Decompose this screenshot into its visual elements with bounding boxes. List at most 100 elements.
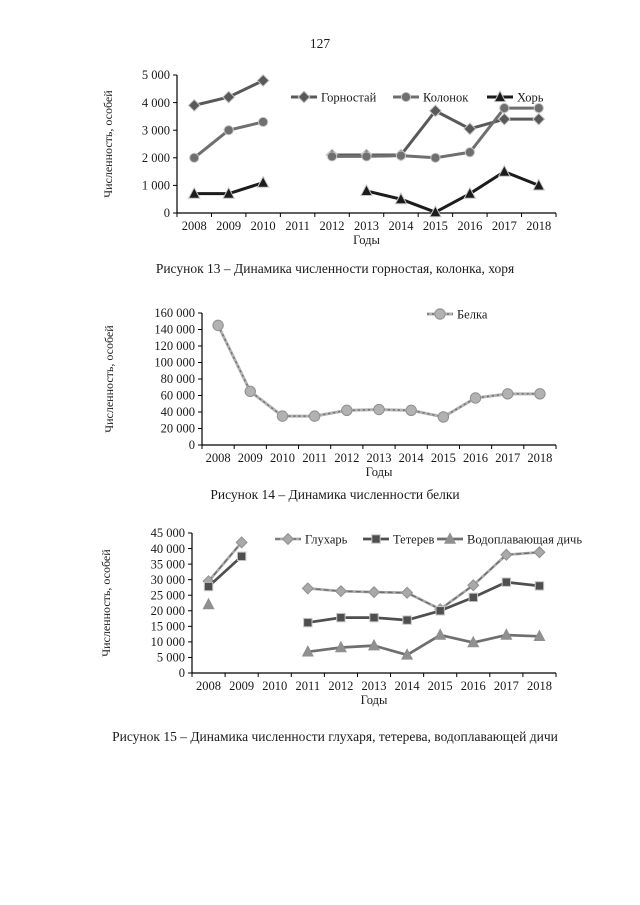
x-tick-label: 2018	[526, 219, 551, 233]
x-tick-label: 2008	[196, 679, 221, 693]
x-tick-label: 2009	[238, 451, 263, 465]
data-point-marker	[212, 319, 224, 332]
data-point-marker	[223, 125, 234, 136]
data-point-marker	[500, 628, 513, 640]
y-tick-label: 140 000	[154, 323, 195, 337]
figure-14-caption: Рисунок 14 – Динамика численности белки	[210, 487, 460, 502]
data-point-marker	[428, 104, 442, 118]
data-point-marker	[222, 90, 236, 104]
legend-label: Водоплавающая дичь	[467, 532, 582, 546]
data-point-marker	[468, 592, 478, 603]
data-point-marker	[301, 582, 314, 595]
data-point-marker	[437, 411, 450, 423]
data-point-marker	[400, 586, 414, 599]
data-point-marker	[400, 91, 412, 103]
x-tick-label: 2014	[388, 219, 414, 233]
y-tick-label: 30 000	[151, 573, 185, 587]
data-point-marker	[430, 152, 441, 163]
figure-15-caption: Рисунок 15 – Динамика численности глухар…	[112, 729, 558, 744]
data-point-marker	[367, 586, 381, 599]
data-point-marker	[434, 628, 447, 640]
data-point-marker	[334, 640, 347, 653]
data-point-marker	[281, 532, 295, 546]
data-point-marker	[336, 612, 346, 623]
data-point-marker	[395, 150, 407, 161]
data-point-marker	[402, 615, 412, 625]
x-tick-label: 2008	[182, 219, 207, 233]
data-point-marker	[497, 164, 511, 177]
data-point-marker	[428, 204, 442, 218]
x-tick-label: 2008	[206, 451, 231, 465]
data-point-marker	[244, 385, 256, 398]
x-tick-label: 2010	[262, 679, 287, 693]
x-tick-label: 2012	[328, 679, 353, 693]
data-point-marker	[502, 388, 514, 400]
y-tick-label: 3 000	[142, 123, 170, 137]
data-point-marker	[297, 90, 311, 104]
x-tick-label: 2017	[494, 679, 519, 693]
data-point-marker	[308, 410, 321, 422]
data-point-marker	[301, 645, 314, 657]
x-axis-title: Годы	[361, 693, 388, 707]
data-point-marker	[334, 585, 348, 598]
series-line-triangle	[307, 633, 540, 657]
page-number: 127	[309, 36, 331, 51]
data-point-marker	[533, 546, 546, 559]
data-point-marker	[361, 151, 372, 162]
data-point-marker	[222, 186, 236, 199]
y-tick-label: 80 000	[161, 372, 195, 386]
y-tick-label: 25 000	[151, 588, 185, 602]
data-point-marker	[534, 581, 545, 591]
x-axis-title: Годы	[353, 233, 380, 247]
x-tick-label: 2013	[367, 451, 392, 465]
y-tick-label: 120 000	[154, 339, 195, 353]
x-tick-label: 2011	[302, 451, 327, 465]
figure-14-line-chart: 0 20 000 40 000 60 000 80 000 100 000 120 000 1…	[102, 306, 557, 479]
data-point-marker	[187, 186, 201, 199]
legend-label: Тетерев	[393, 532, 435, 546]
x-tick-label: 2010	[251, 219, 276, 233]
series-line-circle	[216, 324, 540, 419]
data-point-marker	[469, 392, 482, 404]
y-tick-label: 5 000	[157, 651, 185, 665]
figure-13-line-chart: 0 1 000 2 000 3 000 4 000 5 000 2008 2009 2010 20…	[101, 68, 557, 247]
x-tick-label: 2013	[354, 219, 379, 233]
y-tick-label: 60 000	[161, 389, 195, 403]
data-point-marker	[501, 577, 512, 587]
y-tick-label: 1 000	[142, 179, 170, 193]
data-point-marker	[303, 617, 313, 628]
data-point-marker	[367, 638, 381, 651]
data-point-marker	[394, 192, 408, 205]
y-tick-label: 35 000	[151, 557, 185, 571]
y-tick-label: 20 000	[151, 604, 185, 618]
legend-label: Белка	[457, 307, 488, 321]
x-tick-label: 2010	[270, 451, 295, 465]
y-tick-label: 5 000	[142, 68, 170, 82]
y-tick-label: 15 000	[151, 620, 185, 634]
x-tick-label: 2018	[527, 679, 552, 693]
x-tick-label: 2017	[495, 451, 520, 465]
data-point-marker	[276, 410, 289, 422]
data-point-marker	[256, 74, 270, 88]
x-tick-label: 2009	[229, 679, 254, 693]
y-tick-label: 160 000	[154, 306, 195, 320]
x-tick-label: 2009	[216, 219, 241, 233]
data-point-marker	[236, 551, 247, 562]
x-tick-label: 2018	[527, 451, 552, 465]
data-point-marker	[360, 183, 373, 197]
data-point-marker	[493, 89, 507, 103]
data-point-marker	[401, 648, 414, 660]
x-tick-label: 2016	[461, 679, 486, 693]
data-point-marker	[373, 403, 385, 416]
series-line-diamond-pattern	[208, 541, 243, 582]
data-point-marker	[497, 112, 511, 126]
x-tick-label: 2015	[431, 451, 456, 465]
x-tick-label: 2016	[457, 219, 482, 233]
y-tick-label: 2 000	[142, 151, 170, 165]
figure-13-caption: Рисунок 13 – Динамика численности горнос…	[155, 261, 515, 276]
y-axis-title: Численность, особей	[99, 549, 113, 657]
data-point-marker	[435, 606, 445, 616]
x-tick-label: 2013	[362, 679, 387, 693]
x-tick-label: 2016	[463, 451, 488, 465]
